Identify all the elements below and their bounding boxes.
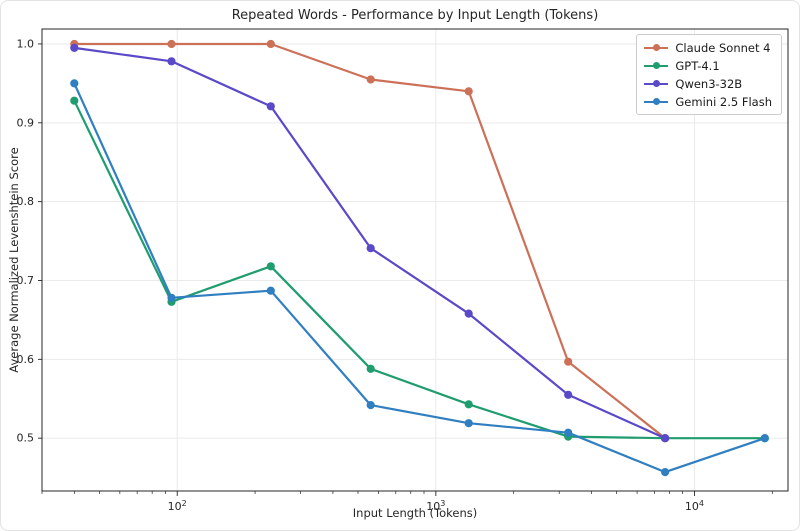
y-tick-label: 0.6: [17, 353, 35, 366]
legend-item-claude-sonnet-4: Claude Sonnet 4: [644, 40, 772, 55]
data-point-claude-sonnet-4: [564, 357, 573, 366]
y-tick-label: 0.5: [17, 432, 35, 445]
y-tick-label: 0.8: [17, 195, 35, 208]
data-point-claude-sonnet-4: [464, 87, 473, 96]
data-point-gpt-4-1: [266, 262, 275, 271]
chart-title: Repeated Words - Performance by Input Le…: [231, 8, 599, 23]
data-point-gemini-2-5-flash: [266, 286, 275, 295]
legend-marker-icon: [644, 61, 669, 71]
legend: Claude Sonnet 4 GPT-4.1 Qwen3-32B Gemini 2.…: [636, 34, 782, 115]
series-line-gpt-4-1: [73, 99, 766, 440]
y-tick-label: 1.0: [17, 37, 35, 50]
y-tick-label: 0.7: [17, 274, 35, 287]
series-gemini-2-5-flash: [70, 79, 769, 477]
x-tick-label: 102: [168, 499, 187, 513]
legend-marker-icon: [644, 97, 669, 107]
series-qwen3-32b: [70, 43, 670, 443]
x-axis-ticks: 102 103 104: [168, 491, 704, 513]
data-point-gemini-2-5-flash: [70, 79, 79, 88]
x-axis-minor-ticks: [41, 491, 773, 494]
series-line-qwen3-32b: [73, 46, 667, 440]
x-tick-label: 103: [426, 499, 445, 513]
data-point-claude-sonnet-4: [167, 39, 176, 49]
legend-marker-icon: [644, 43, 669, 53]
data-point-qwen3-32b: [661, 434, 670, 443]
legend-item-gemini-2-5-flash: Gemini 2.5 Flash: [644, 94, 772, 109]
data-point-qwen3-32b: [464, 309, 473, 318]
data-point-gemini-2-5-flash: [464, 419, 473, 428]
data-point-qwen3-32b: [167, 57, 176, 66]
data-point-claude-sonnet-4: [266, 39, 275, 49]
y-tick-label: 0.9: [17, 116, 35, 129]
data-point-gemini-2-5-flash: [760, 434, 769, 443]
legend-item-qwen3-32b: Qwen3-32B: [644, 76, 772, 91]
data-point-gpt-4-1: [464, 400, 473, 409]
y-axis-ticks: 0.5 0.6 0.7 0.8 0.9 1.0: [17, 37, 42, 445]
data-point-gpt-4-1: [70, 96, 79, 105]
series-line-claude-sonnet-4: [73, 42, 667, 440]
legend-label: Gemini 2.5 Flash: [675, 94, 772, 109]
legend-label: Claude Sonnet 4: [675, 40, 771, 55]
data-point-qwen3-32b: [70, 43, 79, 53]
series-line-gemini-2-5-flash: [73, 82, 766, 474]
data-point-claude-sonnet-4: [366, 75, 375, 84]
data-point-qwen3-32b: [266, 102, 275, 111]
data-point-gemini-2-5-flash: [366, 401, 375, 410]
data-point-qwen3-32b: [564, 390, 573, 399]
legend-marker-icon: [644, 79, 669, 89]
data-point-qwen3-32b: [366, 244, 375, 253]
data-point-gpt-4-1: [366, 364, 375, 373]
x-axis-label: Input Length (Tokens): [352, 506, 478, 520]
legend-label: GPT-4.1: [675, 58, 720, 73]
series-claude-sonnet-4: [70, 39, 670, 443]
data-point-gemini-2-5-flash: [167, 293, 176, 302]
legend-label: Qwen3-32B: [675, 76, 743, 91]
legend-item-gpt-4-1: GPT-4.1: [644, 58, 772, 73]
data-point-gemini-2-5-flash: [661, 468, 670, 477]
series-gpt-4-1: [70, 96, 769, 443]
data-point-gemini-2-5-flash: [564, 428, 573, 437]
plot-border: [41, 28, 789, 492]
x-tick-label: 104: [685, 499, 704, 513]
